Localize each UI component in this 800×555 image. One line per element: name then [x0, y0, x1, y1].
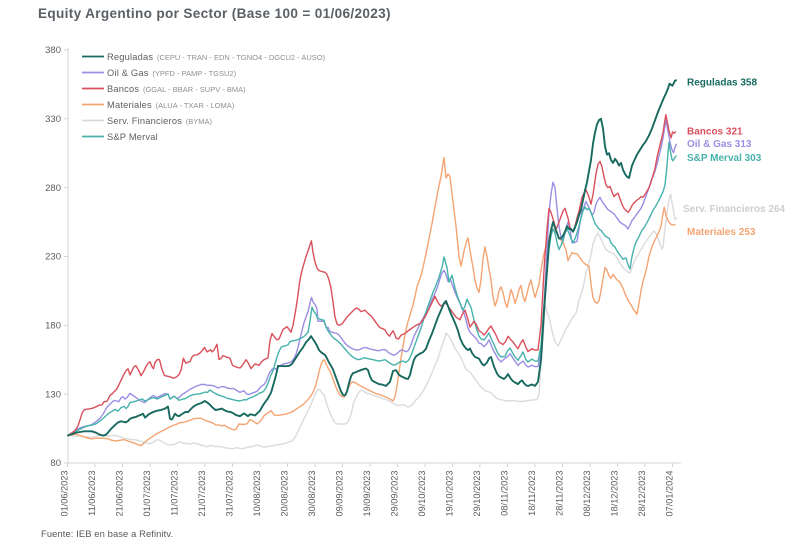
svg-text:21/06/2023: 21/06/2023 [115, 471, 125, 517]
svg-text:09/09/2023: 09/09/2023 [335, 471, 345, 517]
svg-text:10/08/2023: 10/08/2023 [252, 471, 262, 517]
svg-text:230: 230 [45, 252, 61, 263]
svg-text:01/06/2023: 01/06/2023 [60, 471, 70, 517]
svg-text:Bancos (GGAL - BBAR - SUPV - B: Bancos (GGAL - BBAR - SUPV - BMA) [107, 84, 246, 94]
svg-text:180: 180 [45, 321, 61, 332]
svg-text:11/06/2023: 11/06/2023 [87, 471, 97, 516]
svg-text:29/10/2023: 29/10/2023 [472, 471, 482, 517]
svg-text:30/08/2023: 30/08/2023 [307, 471, 317, 517]
svg-text:Oil & Gas (YPFD - PAMP - TGSU2: Oil & Gas (YPFD - PAMP - TGSU2) [107, 68, 237, 78]
svg-text:20/08/2023: 20/08/2023 [280, 471, 290, 517]
svg-text:Serv. Financieros (BYMA): Serv. Financieros (BYMA) [107, 116, 213, 126]
svg-text:330: 330 [45, 114, 61, 125]
svg-text:18/12/2023: 18/12/2023 [610, 471, 620, 517]
svg-text:01/07/2023: 01/07/2023 [142, 471, 152, 517]
svg-text:07/01/2024: 07/01/2024 [665, 471, 675, 517]
svg-text:S&P Merval: S&P Merval [107, 132, 158, 142]
svg-text:31/07/2023: 31/07/2023 [225, 471, 235, 517]
svg-text:21/07/2023: 21/07/2023 [197, 471, 207, 517]
svg-text:280: 280 [45, 183, 61, 194]
svg-text:Bancos 321: Bancos 321 [687, 126, 743, 137]
svg-text:29/09/2023: 29/09/2023 [390, 471, 400, 517]
svg-text:Oil & Gas 313: Oil & Gas 313 [687, 139, 752, 150]
svg-text:19/10/2023: 19/10/2023 [445, 471, 455, 517]
svg-text:09/10/2023: 09/10/2023 [417, 471, 427, 517]
svg-text:Reguladas 358: Reguladas 358 [687, 77, 757, 88]
svg-text:08/12/2023: 08/12/2023 [582, 471, 592, 517]
svg-text:11/07/2023: 11/07/2023 [170, 471, 180, 516]
svg-text:Materiales 253: Materiales 253 [687, 227, 756, 238]
svg-text:28/11/2023: 28/11/2023 [555, 471, 565, 516]
svg-text:80: 80 [50, 458, 61, 469]
svg-text:380: 380 [45, 45, 61, 56]
svg-text:Serv. Financieros 264: Serv. Financieros 264 [683, 204, 786, 215]
svg-text:130: 130 [45, 389, 61, 400]
svg-text:Reguladas (CEPU - TRAN - EDN -: Reguladas (CEPU - TRAN - EDN - TGNO4 - D… [107, 52, 326, 62]
svg-text:18/11/2023: 18/11/2023 [527, 471, 537, 516]
svg-text:19/09/2023: 19/09/2023 [362, 471, 372, 517]
svg-text:28/12/2023: 28/12/2023 [637, 471, 647, 517]
svg-text:Materiales (ALUA - TXAR - LOMA: Materiales (ALUA - TXAR - LOMA) [107, 100, 235, 110]
svg-text:S&P Merval 303: S&P Merval 303 [687, 153, 762, 164]
svg-text:08/11/2023: 08/11/2023 [500, 471, 510, 516]
